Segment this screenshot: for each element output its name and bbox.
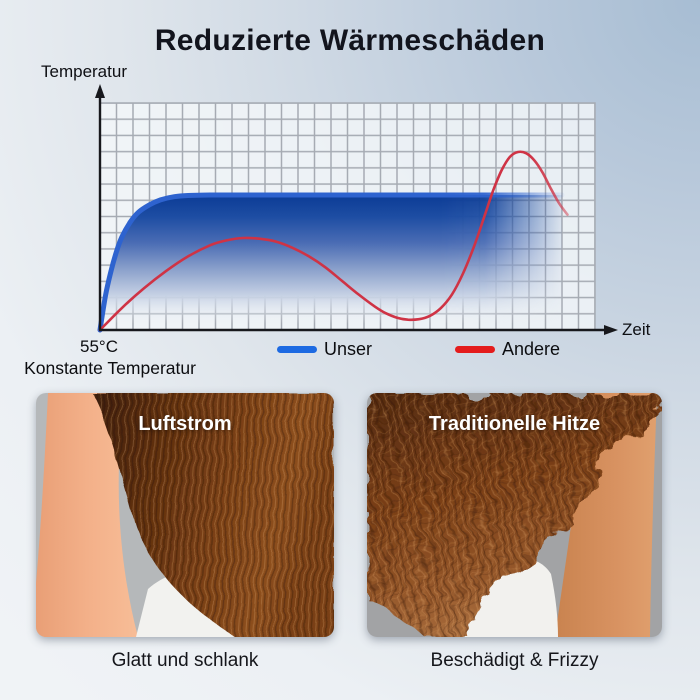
smooth-hair-strands (92, 393, 334, 637)
comparison-card-frizzy (367, 393, 662, 637)
origin-temp-label: 55°C (80, 337, 118, 356)
frizzy-hair-photo (367, 393, 662, 637)
caption-smooth: Glatt und schlank (111, 650, 259, 671)
smooth-hair-photo (36, 393, 334, 637)
andere-curve (98, 150, 569, 332)
origin-temp-caption: Konstante Temperatur (24, 358, 196, 378)
y-axis-label: Temperatur (41, 62, 127, 81)
x-axis-label: Zeit (622, 320, 651, 339)
y-axis-arrow-icon (95, 84, 105, 98)
unser-band-edge (97, 192, 565, 333)
legend-item-unser: Unser (277, 339, 372, 360)
page-title: Reduzierte Wärmeschäden (154, 24, 546, 57)
x-axis-arrow-icon (604, 325, 618, 335)
legend-swatch-unser (277, 346, 317, 353)
overlay-label-luftstrom: Luftstrom (138, 413, 232, 435)
legend-item-andere: Andere (455, 339, 560, 360)
arm-shape (36, 393, 138, 637)
legend-label-unser: Unser (324, 339, 373, 359)
temperature-chart (95, 84, 618, 335)
caption-frizzy: Beschädigt & Frizzy (430, 650, 599, 671)
comparison-card-smooth (36, 393, 334, 637)
overlay-label-traditionelle-hitze: Traditionelle Hitze (428, 413, 601, 435)
unser-band-fill (100, 194, 562, 330)
legend-swatch-andere (455, 346, 495, 353)
arm-shape (555, 393, 657, 637)
frizzy-hair-strands-cross (367, 393, 662, 637)
legend-label-andere: Andere (502, 339, 561, 359)
